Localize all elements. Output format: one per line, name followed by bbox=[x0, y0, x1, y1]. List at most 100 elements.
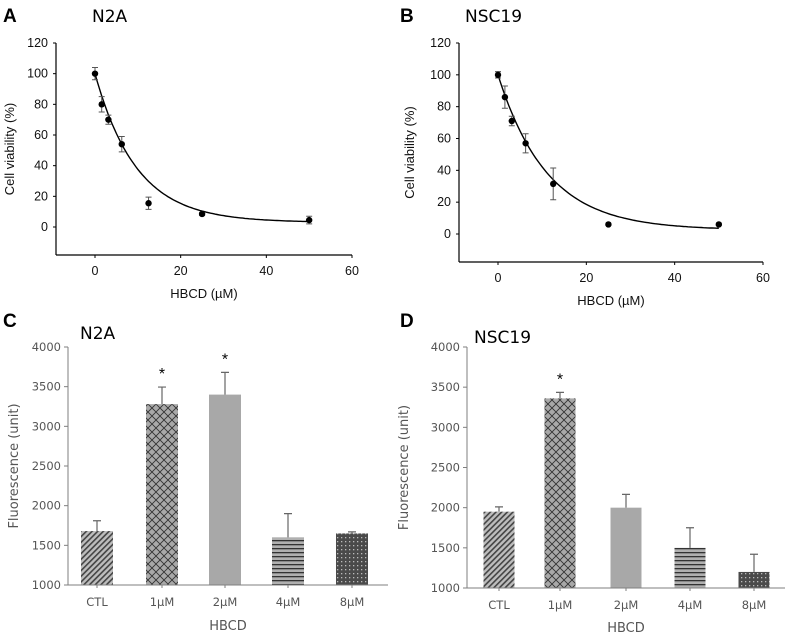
y-tick-label: 60 bbox=[437, 132, 451, 146]
panel-title: NSC19 bbox=[474, 328, 531, 348]
panel-label: D bbox=[400, 311, 414, 332]
panel-label: B bbox=[400, 6, 414, 27]
bar bbox=[272, 537, 304, 585]
x-tick-label: 20 bbox=[579, 271, 593, 285]
bar bbox=[146, 404, 178, 585]
data-point bbox=[305, 216, 313, 224]
x-tick-label: 4μM bbox=[276, 595, 301, 609]
bar bbox=[209, 394, 241, 585]
data-point bbox=[145, 200, 152, 207]
error-bar bbox=[750, 553, 758, 572]
bar bbox=[610, 507, 642, 588]
y-tick-label: 20 bbox=[34, 189, 48, 203]
data-point bbox=[118, 141, 125, 148]
panel-label: A bbox=[3, 6, 17, 27]
y-tick-label: 3500 bbox=[431, 380, 460, 394]
x-tick-label: 60 bbox=[756, 271, 770, 285]
x-tick-label: 0 bbox=[495, 271, 502, 285]
y-tick-label: 1500 bbox=[431, 541, 460, 555]
data-point bbox=[198, 210, 206, 218]
bar bbox=[483, 511, 515, 588]
error-bar bbox=[622, 493, 630, 508]
data-point bbox=[550, 180, 557, 188]
bar bbox=[336, 533, 368, 585]
y-tick-label: 3500 bbox=[32, 380, 61, 394]
y-tick-label: 120 bbox=[430, 36, 451, 50]
error-bar bbox=[495, 506, 503, 512]
bar bbox=[81, 531, 113, 585]
y-tick-label: 2000 bbox=[32, 499, 61, 513]
data-point bbox=[98, 101, 105, 108]
x-axis-label: HBCD (µM) bbox=[170, 286, 237, 301]
y-tick-label: 20 bbox=[437, 195, 451, 209]
x-tick-label: 1μM bbox=[548, 598, 573, 612]
y-tick-label: 0 bbox=[444, 227, 451, 241]
y-tick-label: 3000 bbox=[431, 420, 460, 434]
panel-d: D NSC19 CTL * 1μM 2μM 4μM 8μM 1000 1500 2000 2500 30… bbox=[397, 311, 785, 636]
data-point bbox=[91, 70, 99, 77]
data-point bbox=[715, 221, 723, 228]
x-axis-label: HBCD bbox=[607, 621, 645, 636]
data-point bbox=[501, 93, 509, 101]
error-bar bbox=[158, 386, 166, 405]
x-tick-label: 4μM bbox=[678, 598, 703, 612]
x-tick-label: 8μM bbox=[340, 595, 365, 609]
fit-curve bbox=[94, 73, 310, 223]
y-axis-label: Fluorescence (unit) bbox=[7, 403, 22, 528]
error-bar bbox=[93, 520, 101, 532]
x-tick-label: 2μM bbox=[213, 595, 238, 609]
panel-label: C bbox=[3, 311, 17, 332]
panel-b: B NSC19 0 20 40 60 80 100 120 0 20 40 60 Cell viabili… bbox=[400, 6, 770, 308]
panel-title: N2A bbox=[92, 7, 128, 27]
panel-a: A N2A 0 20 40 60 80 100 120 0 20 40 60 Cell viability… bbox=[2, 6, 359, 301]
y-tick-label: 2500 bbox=[431, 461, 460, 475]
error-bar bbox=[221, 371, 229, 395]
significance-star: * bbox=[159, 366, 165, 383]
bar bbox=[738, 571, 770, 588]
significance-star: * bbox=[222, 351, 228, 368]
y-tick-label: 1000 bbox=[431, 581, 460, 595]
y-tick-label: 4000 bbox=[32, 340, 61, 354]
significance-star: * bbox=[557, 371, 563, 388]
x-tick-label: CTL bbox=[86, 595, 108, 609]
x-tick-label: 20 bbox=[174, 264, 188, 278]
x-tick-label: 8μM bbox=[742, 598, 767, 612]
error-bar bbox=[284, 513, 292, 538]
data-point bbox=[494, 71, 502, 79]
y-axis-label: Cell viability (%) bbox=[402, 106, 417, 198]
error-bar bbox=[686, 527, 694, 548]
y-tick-label: 120 bbox=[27, 36, 48, 50]
panel-title: N2A bbox=[80, 324, 116, 344]
y-tick-label: 0 bbox=[41, 220, 48, 234]
y-tick-label: 80 bbox=[34, 97, 48, 111]
data-point bbox=[605, 221, 612, 228]
y-tick-label: 40 bbox=[34, 159, 48, 173]
x-tick-label: 1μM bbox=[150, 595, 175, 609]
x-axis-label: HBCD bbox=[209, 619, 247, 634]
x-axis-label: HBCD (µM) bbox=[577, 293, 644, 308]
panel-c: C N2A CTL * 1μM * 2μM 4μM 8μM 1000 1500 2000 2500 300… bbox=[3, 311, 388, 634]
error-bar bbox=[556, 391, 564, 399]
y-tick-label: 2000 bbox=[431, 501, 460, 515]
y-tick-label: 4000 bbox=[431, 340, 460, 354]
panel-title: NSC19 bbox=[465, 7, 522, 27]
x-tick-label: 60 bbox=[345, 264, 359, 278]
x-tick-label: 2μM bbox=[614, 598, 639, 612]
y-tick-label: 60 bbox=[34, 128, 48, 142]
y-axis-label: Cell viability (%) bbox=[2, 103, 17, 195]
fit-curve bbox=[497, 74, 719, 229]
y-tick-label: 1500 bbox=[32, 538, 61, 552]
y-tick-label: 100 bbox=[430, 68, 451, 82]
y-tick-label: 80 bbox=[437, 100, 451, 114]
x-tick-label: 40 bbox=[259, 264, 273, 278]
y-axis-label: Fluorescence (unit) bbox=[397, 405, 412, 530]
x-tick-label: 40 bbox=[668, 271, 682, 285]
error-bar bbox=[348, 531, 356, 534]
bar bbox=[544, 398, 576, 588]
data-point bbox=[522, 140, 529, 147]
y-tick-label: 40 bbox=[437, 163, 451, 177]
x-tick-label: 0 bbox=[92, 264, 99, 278]
y-tick-label: 100 bbox=[27, 67, 48, 81]
y-tick-label: 1000 bbox=[32, 578, 61, 592]
